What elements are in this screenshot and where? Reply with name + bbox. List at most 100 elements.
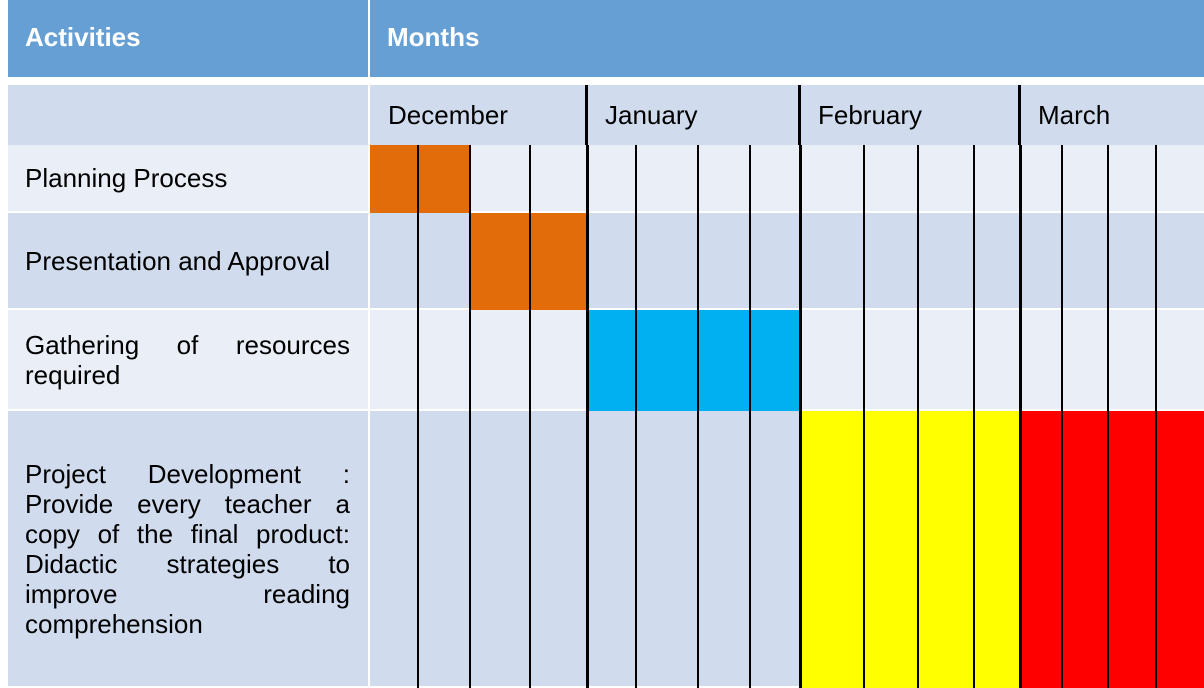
week-separator [1061,145,1063,213]
month-separator [585,85,588,145]
month-row-label-cell [8,85,368,145]
week-cell [1020,213,1062,308]
week-separator [749,213,751,310]
week-cell [587,213,636,308]
week-cell [418,145,470,213]
week-cell [864,411,918,688]
week-cell [470,411,530,686]
week-cell [918,145,974,211]
week-cell [418,310,470,409]
week-separator [1061,310,1063,411]
week-separator [697,310,699,411]
week-cell [800,213,864,308]
week-cell [864,213,918,308]
week-cell [1062,213,1108,308]
week-separator [799,145,802,213]
week-separator [417,213,419,310]
week-separator [1019,145,1022,213]
week-cell [370,213,418,308]
week-cell [470,145,530,211]
week-separator [697,145,699,213]
week-separator [586,411,589,688]
week-separator [529,213,531,310]
week-cell [370,145,418,213]
week-cell [698,145,750,211]
week-cell [864,310,918,409]
week-cell [974,145,1020,211]
week-separator [917,310,919,411]
week-separator [635,310,637,411]
activity-label: Presentation and Approval [8,213,368,308]
week-separator [973,411,975,688]
week-separator [749,310,751,411]
week-cell [530,213,587,310]
week-cell [1062,310,1108,409]
week-separator [917,411,919,688]
week-cell [698,213,750,308]
week-separator [749,145,751,213]
week-cell [636,145,698,211]
week-separator [917,213,919,310]
week-separator [917,145,919,213]
week-separator [863,145,865,213]
week-cell [918,213,974,308]
week-cell [470,213,530,310]
week-separator [799,411,802,688]
week-cell [1108,145,1156,211]
week-separator [586,213,589,310]
week-cell [750,411,800,686]
week-cell [800,310,864,409]
week-separator [799,310,802,411]
week-separator [1155,145,1157,213]
week-separator [469,310,471,411]
week-cell [636,213,698,308]
month-label: February [800,85,1020,145]
week-separator [586,310,589,411]
month-label: March [1020,85,1204,145]
week-separator [586,145,589,213]
week-cell [1156,145,1204,211]
week-separator [1061,411,1063,688]
week-cell [974,213,1020,308]
week-separator [1155,310,1157,411]
week-cell [1156,411,1204,688]
week-cell [587,310,636,411]
activity-label: Project Development : Provide every teac… [8,411,368,686]
week-cell [974,310,1020,409]
week-separator [635,411,637,688]
week-cell [530,411,587,686]
week-cell [1108,310,1156,409]
week-cell [636,310,698,411]
week-separator [529,310,531,411]
week-separator [799,213,802,310]
week-cell [587,411,636,686]
week-separator [863,310,865,411]
week-cell [370,310,418,409]
week-cell [1062,411,1108,688]
week-cell [918,411,974,688]
week-separator [1019,213,1022,310]
week-cell [470,310,530,409]
week-cell [974,411,1020,688]
week-separator [863,411,865,688]
month-label: January [587,85,800,145]
week-cell [800,411,864,688]
week-separator [417,145,419,213]
week-separator [1155,411,1157,688]
week-cell [370,411,418,686]
week-separator [1019,411,1022,688]
week-cell [1020,411,1062,688]
month-separator [798,85,801,145]
week-separator [635,145,637,213]
week-separator [417,411,419,688]
week-separator [1107,213,1109,310]
week-cell [636,411,698,686]
week-separator [417,310,419,411]
week-separator [635,213,637,310]
week-separator [697,213,699,310]
week-cell [750,145,800,211]
activity-label: Gathering of resources required [8,310,368,409]
week-separator [469,145,471,213]
week-cell [1020,310,1062,409]
